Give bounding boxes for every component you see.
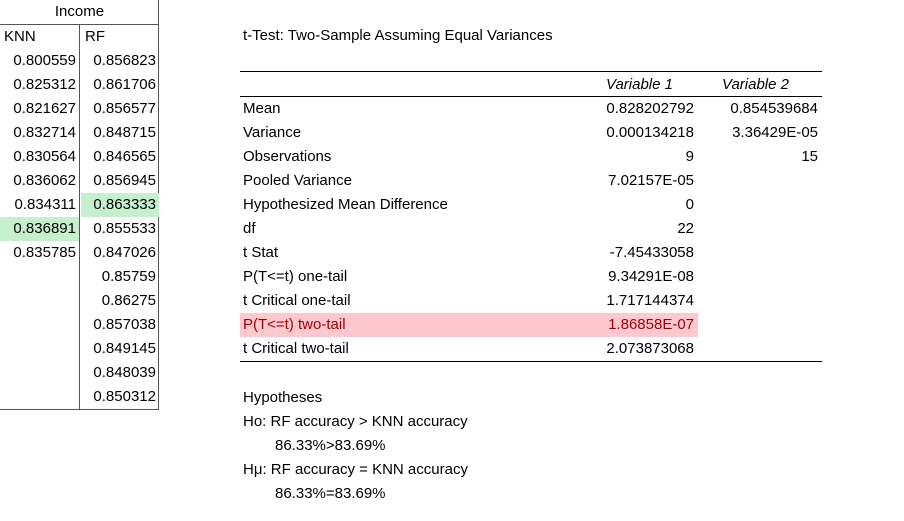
- ttest-top-rule: [240, 71, 822, 72]
- stat-label: Mean: [243, 100, 281, 117]
- knn-cell: 0.825312: [13, 76, 76, 93]
- rf-cell: 0.85759: [101, 268, 156, 285]
- rf-column-header: RF: [85, 28, 105, 45]
- stat-label: P(T<=t) one-tail: [243, 268, 348, 285]
- rf-cell: 0.856945: [93, 172, 156, 189]
- stat-value-1: 22: [677, 220, 694, 237]
- knn-cell: 0.830564: [13, 148, 76, 165]
- stat-value-1: 0.000134218: [606, 124, 694, 141]
- stat-label: df: [243, 220, 256, 237]
- knn-cell: 0.836062: [13, 172, 76, 189]
- alt-hypothesis-detail: 86.33%=83.69%: [275, 485, 386, 502]
- alt-hypothesis: Hμ: RF accuracy = KNN accuracy: [243, 461, 468, 478]
- stat-value-1: 0.828202792: [606, 100, 694, 117]
- stat-label: Hypothesized Mean Difference: [243, 196, 448, 213]
- stat-value-2: 3.36429E-05: [732, 124, 818, 141]
- stat-value-2: 0.854539684: [730, 100, 818, 117]
- two-tail-highlight: [240, 313, 698, 337]
- table-column-divider: [79, 25, 80, 410]
- variable-2-header: Variable 2: [722, 76, 789, 93]
- null-hypothesis-detail: 86.33%>83.69%: [275, 437, 386, 454]
- rf-cell: 0.846565: [93, 148, 156, 165]
- null-hypothesis: Ho: RF accuracy > KNN accuracy: [243, 413, 468, 430]
- rf-cell: 0.850312: [93, 388, 156, 405]
- stat-label: t Critical one-tail: [243, 292, 351, 309]
- stat-label: t Critical two-tail: [243, 340, 349, 357]
- stat-label: Variance: [243, 124, 302, 141]
- header-divider: [0, 24, 159, 25]
- stat-label-two-tail: P(T<=t) two-tail: [243, 316, 346, 333]
- rf-cell: 0.848715: [93, 124, 156, 141]
- variable-1-header: Variable 1: [606, 76, 673, 93]
- ttest-header-rule: [240, 96, 822, 97]
- rf-cell: 0.856823: [93, 52, 156, 69]
- rf-cell: 0.849145: [93, 340, 156, 357]
- rf-cell: 0.86275: [101, 292, 156, 309]
- knn-cell: 0.821627: [13, 100, 76, 117]
- rf-cell: 0.855533: [93, 220, 156, 237]
- rf-cell: 0.856577: [93, 100, 156, 117]
- stat-label: t Stat: [243, 244, 279, 261]
- knn-cell: 0.832714: [13, 124, 76, 141]
- rf-cell-highlighted: 0.863333: [81, 193, 159, 217]
- rf-cell: 0.857038: [93, 316, 156, 333]
- data-table: Income KNN RF 0.800559 0.825312 0.821627…: [0, 0, 160, 410]
- stat-value-1: -7.45433058: [609, 244, 694, 261]
- stat-value-1: 9: [685, 148, 694, 165]
- stat-label: Pooled Variance: [243, 172, 352, 189]
- stat-label: Observations: [243, 148, 332, 165]
- knn-cell: 0.835785: [13, 244, 76, 261]
- ttest-title: t-Test: Two-Sample Assuming Equal Varian…: [243, 27, 553, 44]
- stat-value-1: 9.34291E-08: [608, 268, 694, 285]
- stat-value-two-tail: 1.86858E-07: [608, 316, 694, 333]
- table-group-header: Income: [54, 3, 105, 20]
- stat-value-1: 1.717144374: [606, 292, 694, 309]
- knn-cell: 0.834311: [14, 196, 76, 213]
- rf-cell: 0.861706: [93, 76, 156, 93]
- stat-value-1: 2.073873068: [606, 340, 694, 357]
- rf-cell: 0.848039: [93, 364, 156, 381]
- knn-column-header: KNN: [4, 28, 36, 45]
- table-bottom-line: [0, 409, 159, 410]
- knn-cell-highlighted: 0.836891: [0, 217, 79, 241]
- knn-cell: 0.800559: [13, 52, 76, 69]
- ttest-bottom-rule: [240, 361, 822, 362]
- stat-value-2: 15: [801, 148, 818, 165]
- rf-cell: 0.847026: [93, 244, 156, 261]
- hypotheses-title: Hypotheses: [243, 389, 323, 406]
- stat-value-1: 7.02157E-05: [608, 172, 694, 189]
- stat-value-1: 0: [685, 196, 694, 213]
